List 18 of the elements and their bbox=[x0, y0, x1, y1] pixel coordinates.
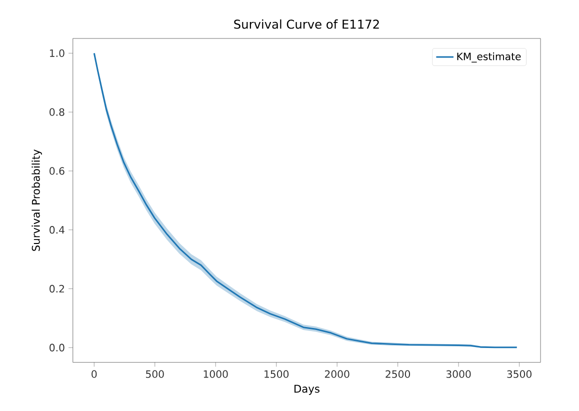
legend-label: KM_estimate bbox=[457, 52, 521, 63]
chart-title: Survival Curve of E1172 bbox=[234, 19, 379, 29]
x-tick-label: 2000 bbox=[324, 370, 350, 378]
y-axis-title: Survival Probability bbox=[32, 150, 42, 251]
x-axis-title: Days bbox=[294, 384, 320, 395]
x-tick-label: 0 bbox=[92, 370, 97, 378]
x-tick-label: 500 bbox=[146, 370, 164, 378]
x-tick-label: 2500 bbox=[386, 370, 410, 378]
x-tick-label: 1000 bbox=[204, 370, 228, 378]
y-tick-label: 1.0 bbox=[50, 49, 64, 58]
y-tick-label: 0.2 bbox=[50, 284, 64, 293]
y-tick-label: 0.6 bbox=[50, 167, 64, 175]
x-tick-label: 3000 bbox=[446, 370, 471, 378]
y-tick-label: 0.4 bbox=[50, 226, 64, 234]
y-tick-label: 0.0 bbox=[50, 344, 64, 352]
x-tick-label: 1500 bbox=[264, 370, 289, 378]
x-tick-label: 3500 bbox=[507, 370, 532, 378]
y-tick-label: 0.8 bbox=[50, 108, 64, 116]
